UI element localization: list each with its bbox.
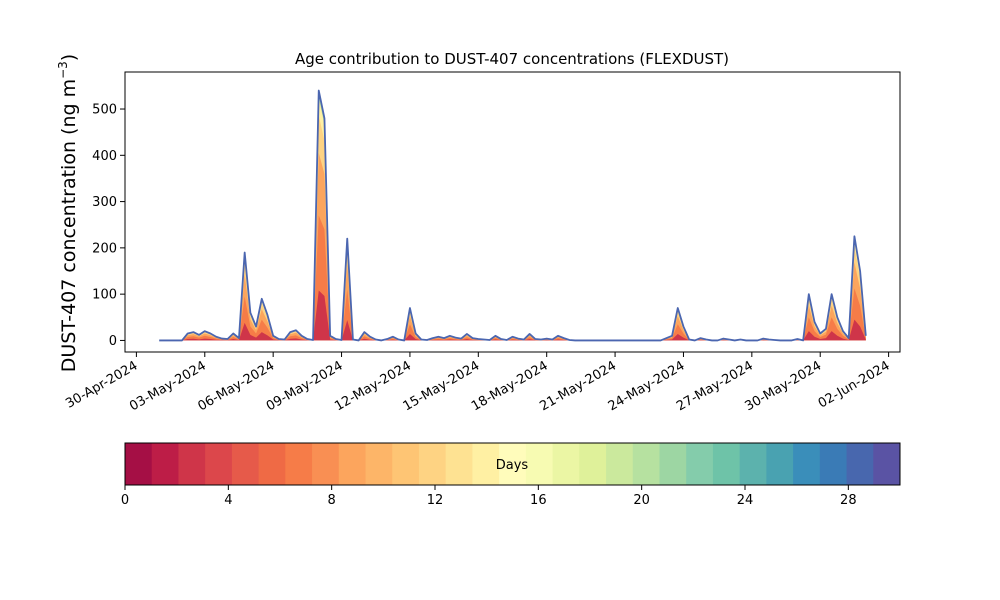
colorbar-segment: [712, 443, 741, 485]
colorbar-segment: [178, 443, 206, 485]
colorbar-segment: [312, 443, 340, 485]
age-fill-band-1: [159, 98, 866, 341]
y-tick-label: 500: [92, 103, 117, 118]
y-tick-label: 200: [92, 241, 117, 256]
x-tick-label: 02-Jun-2024: [816, 358, 893, 411]
colorbar-tick-label: 24: [737, 493, 754, 508]
x-tick-label: 18-May-2024: [469, 358, 551, 414]
y-axis-label-sup: −3: [56, 61, 70, 79]
y-axis-label-text: DUST-407 concentration (ng m: [58, 79, 80, 372]
x-tick-label: 09-May-2024: [264, 358, 346, 414]
colorbar-tick-label: 20: [633, 493, 650, 508]
x-tick-label: 06-May-2024: [195, 358, 277, 414]
colorbar-segment: [686, 443, 714, 485]
colorbar-frame: [124, 442, 901, 486]
colorbar-tick-label: 28: [840, 493, 857, 508]
x-tick-label: 24-May-2024: [606, 358, 688, 414]
colorbar-segment: [125, 443, 153, 485]
colorbar-segment: [739, 443, 767, 485]
age-fill-band-0: [159, 90, 866, 341]
x-axis-ticks: 30-Apr-202403-May-202406-May-202409-May-…: [63, 352, 893, 414]
colorbar-segment: [205, 443, 233, 485]
colorbar-segment: [231, 443, 260, 485]
colorbar-tick-label: 8: [328, 493, 336, 508]
colorbar-segment: [525, 443, 554, 485]
svg-text:DUST-407 concentration (ng m−3: DUST-407 concentration (ng m−3): [56, 54, 80, 372]
colorbar-ticks: 0 4 8 12 16 20 24 28: [121, 485, 857, 508]
colorbar-segment: [392, 443, 420, 485]
colorbar-segment: [766, 443, 794, 485]
x-tick-label: 03-May-2024: [127, 358, 209, 414]
colorbar-segment: [365, 443, 393, 485]
y-tick-label: 100: [92, 288, 117, 303]
colorbar-segment: [445, 443, 473, 485]
colorbar-segment: [552, 443, 580, 485]
colorbar-segment: [846, 443, 874, 485]
colorbar-segment: [659, 443, 687, 485]
x-tick-label: 30-May-2024: [743, 358, 825, 414]
colorbar-segment: [151, 443, 179, 485]
x-tick-label: 27-May-2024: [674, 358, 756, 414]
colorbar-segment: [606, 443, 634, 485]
colorbar-segment: [258, 443, 286, 485]
colorbar-tick-label: 0: [121, 493, 129, 508]
y-axis-ticks: 0 100 200 300 400 500: [92, 103, 125, 349]
plot-frame: [124, 71, 901, 353]
y-tick-label: 400: [92, 149, 117, 164]
colorbar-segment: [793, 443, 821, 485]
y-axis-label: DUST-407 concentration (ng m−3): [56, 54, 80, 372]
colorbar-segment: [285, 443, 313, 485]
y-tick-label: 300: [92, 195, 117, 210]
colorbar-segment: [873, 443, 901, 485]
x-tick-label: 12-May-2024: [332, 358, 414, 414]
colorbar-tick-label: 16: [530, 493, 547, 508]
colorbar-segment: [472, 443, 500, 485]
colorbar-tick-label: 4: [224, 493, 232, 508]
colorbar-segment: [579, 443, 607, 485]
chart-title: Age contribution to DUST-407 concentrati…: [295, 50, 729, 68]
colorbar-segment: [632, 443, 660, 485]
x-tick-label: 15-May-2024: [401, 358, 483, 414]
y-axis-label-close: ): [58, 54, 80, 61]
colorbar-tick-label: 12: [427, 493, 444, 508]
total-concentration-line: [159, 89, 867, 342]
x-tick-label: 21-May-2024: [537, 358, 619, 414]
colorbar-segment: [499, 443, 527, 485]
age-fill-layer: [159, 90, 866, 341]
colorbar-segment: [819, 443, 848, 485]
colorbar-segment: [338, 443, 367, 485]
colorbar-label: Days: [496, 458, 529, 473]
colorbar-segment: [418, 443, 447, 485]
colorbar: [124, 442, 901, 486]
y-tick-label: 0: [109, 334, 117, 349]
